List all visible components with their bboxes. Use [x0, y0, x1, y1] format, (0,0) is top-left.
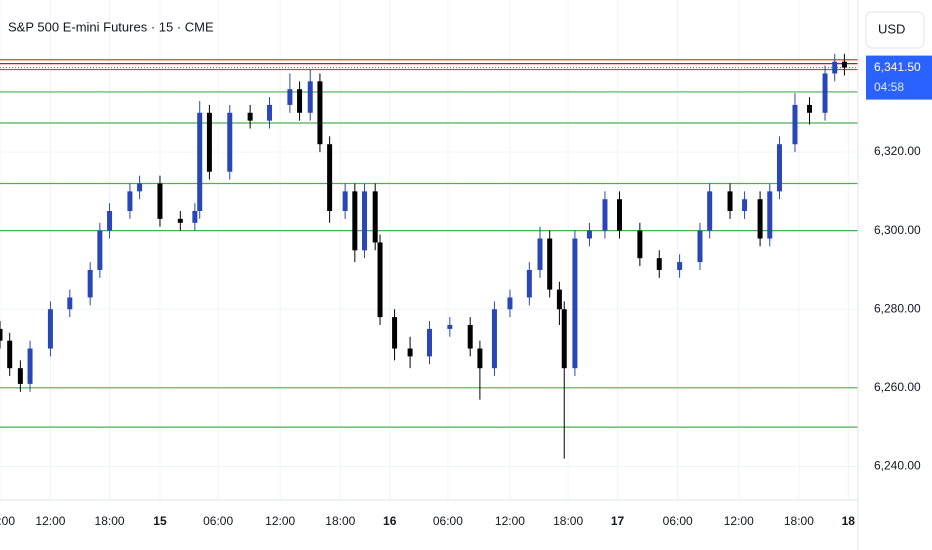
candle-body [352, 191, 358, 251]
candle-body [317, 81, 323, 145]
candle-body [247, 112, 253, 121]
candle-body [792, 104, 798, 145]
candle-body [17, 368, 23, 384]
x-tick-label: 00:00 [0, 514, 15, 528]
x-tick-label: 18:00 [784, 514, 814, 528]
candle-body [47, 309, 53, 349]
x-tick-label: 18:00 [553, 514, 583, 528]
candle-body [297, 89, 303, 113]
currency-button[interactable] [865, 11, 925, 49]
candle-body [841, 61, 847, 68]
x-tick-label: 12:00 [35, 514, 65, 528]
x-tick-label: 12:00 [724, 514, 754, 528]
chart-title: S&P 500 E-mini Futures · 15 · CME [8, 19, 214, 34]
candle-body [197, 112, 203, 212]
candle-body [477, 348, 483, 369]
plot-area [0, 0, 858, 500]
candle-body [362, 191, 368, 251]
candle-body [807, 104, 813, 113]
candle-body [0, 328, 3, 341]
candle-body [757, 199, 763, 239]
candle-body [507, 297, 513, 310]
axes: 6,240.00 6,260.00 6,280.00 6,300.00 6,320.00… [0, 55, 932, 528]
candle-body [617, 199, 623, 231]
candle-body [327, 144, 333, 212]
candle-body [67, 297, 73, 310]
candle-body [227, 112, 233, 172]
candle-body [637, 230, 643, 259]
candle-body [192, 211, 198, 223]
y-tick-label: 6,280.00 [874, 301, 921, 315]
last-price-box [866, 55, 932, 100]
candle-body [537, 238, 543, 270]
x-tick-label: 18 [842, 514, 856, 528]
x-tick-label: 06:00 [203, 514, 233, 528]
candle-body [287, 89, 293, 105]
candle-body [776, 144, 782, 192]
candle-body [742, 199, 748, 212]
candle-body [697, 230, 703, 263]
candle-body [107, 211, 113, 231]
candle-body [407, 348, 413, 357]
candle-body [677, 262, 683, 270]
last-price-label: 6,341.50 [874, 60, 921, 74]
currency-label[interactable]: USD [878, 21, 905, 36]
x-tick-label: 15 [153, 514, 167, 528]
candle-body [307, 81, 313, 113]
x-tick-label: 06:00 [433, 514, 463, 528]
x-tick-label: 06:00 [663, 514, 693, 528]
candle-body [267, 104, 273, 121]
candle-body [707, 191, 713, 231]
candle-body [602, 199, 608, 231]
candle-body [656, 258, 662, 270]
candle-body [87, 269, 93, 298]
candle-body [727, 191, 733, 212]
candle-body [586, 230, 592, 239]
candle-body [97, 230, 103, 270]
candle-body [342, 191, 348, 212]
y-tick-label: 6,260.00 [874, 380, 921, 394]
y-tick-label: 6,300.00 [874, 223, 921, 237]
candle-body [556, 289, 562, 310]
x-tick-label: 17 [611, 514, 625, 528]
candle-body [127, 191, 133, 212]
y-tick-label: 6,240.00 [874, 459, 921, 473]
candle-body [526, 269, 532, 298]
candle-body [7, 340, 13, 369]
candle-body [377, 242, 383, 318]
candle-body [547, 238, 553, 290]
y-tick-label: 6,320.00 [874, 144, 921, 158]
candle-body [206, 112, 212, 172]
candle-body [27, 348, 33, 384]
x-tick-label: 18:00 [95, 514, 125, 528]
candle-body [426, 328, 432, 357]
candle-body [447, 324, 453, 329]
candle-body [372, 191, 378, 243]
candle-body [137, 183, 143, 192]
candle-body [561, 309, 567, 369]
candle-body [177, 218, 183, 223]
candle-body [157, 183, 163, 219]
x-tick-label: 18:00 [325, 514, 355, 528]
x-tick-label: 16 [383, 514, 397, 528]
candle-body [392, 317, 398, 349]
candle-body [572, 238, 578, 369]
x-tick-label: 12:00 [495, 514, 525, 528]
candle-body [491, 309, 497, 369]
candle-body [767, 191, 773, 239]
candle-body [467, 324, 473, 349]
countdown-label: 04:58 [874, 80, 904, 94]
x-tick-label: 12:00 [265, 514, 295, 528]
candle-body [822, 73, 828, 113]
